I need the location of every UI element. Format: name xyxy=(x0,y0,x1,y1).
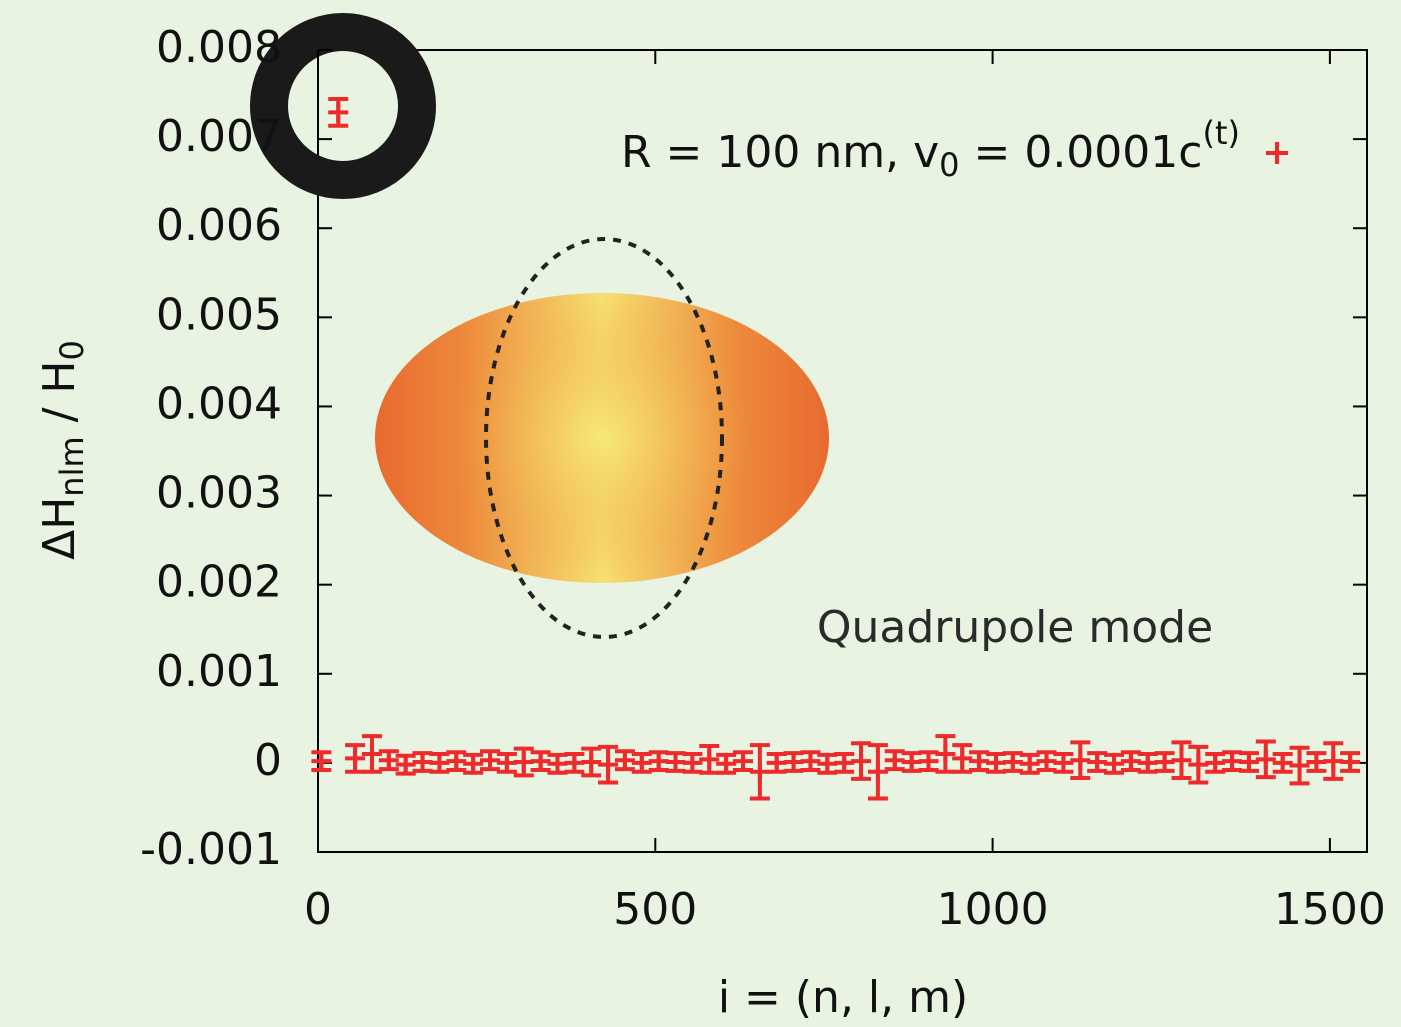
y-axis-label: ΔHnlm / H0 xyxy=(34,340,91,560)
point xyxy=(311,751,331,771)
y-tick-label: 0.007 xyxy=(156,111,282,162)
y-tick-label: 0.001 xyxy=(156,646,282,697)
point xyxy=(379,750,399,770)
y-tick-label: 0.006 xyxy=(156,200,282,251)
legend-part: = 0.0001c xyxy=(959,127,1202,178)
annotation: Quadrupole mode xyxy=(817,602,1213,653)
y-tick-label: 0.003 xyxy=(156,468,282,519)
x-tick-label: 500 xyxy=(613,884,697,935)
y-tick-label: 0.005 xyxy=(156,289,282,340)
point xyxy=(682,753,702,773)
page: Quadrupole mode i = (n, l, m) ΔHnlm / H0… xyxy=(0,0,1401,1027)
y-tick-label: 0.004 xyxy=(156,378,282,429)
chart: Quadrupole mode i = (n, l, m) ΔHnlm / H0… xyxy=(0,0,1401,1027)
point xyxy=(733,751,753,771)
y-tick-label: 0.002 xyxy=(156,557,282,608)
y-label-part: ΔH xyxy=(34,497,85,560)
x-tick-label: 0 xyxy=(304,884,332,935)
legend-sup: (t) xyxy=(1202,114,1240,152)
y-tick-label: 0.008 xyxy=(156,22,282,73)
x-tick-label: 1000 xyxy=(937,884,1049,935)
point xyxy=(1053,753,1073,773)
legend-sub: 0 xyxy=(939,146,959,184)
x-axis-label: i = (n, l, m) xyxy=(718,972,968,1023)
y-tick-label: -0.001 xyxy=(140,824,282,875)
y-label-sub: nlm xyxy=(53,436,91,496)
x-tick-label: 1500 xyxy=(1274,884,1386,935)
point xyxy=(1239,752,1259,772)
point xyxy=(1340,752,1360,772)
y-label-sub: 0 xyxy=(53,340,91,360)
y-tick-label: 0 xyxy=(254,735,282,786)
point xyxy=(1273,753,1293,773)
legend-part: R = 100 nm, v xyxy=(621,127,939,178)
y-label-part: / H xyxy=(34,360,85,436)
